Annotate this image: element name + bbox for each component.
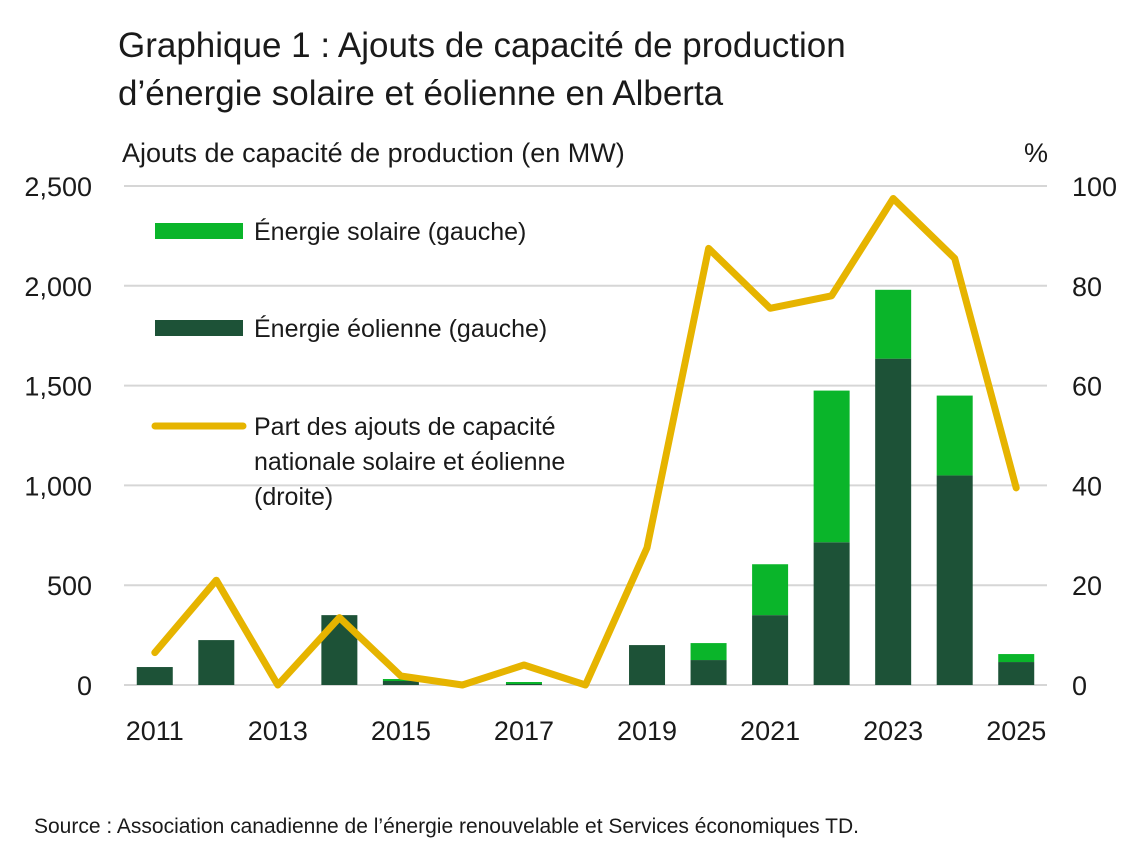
bar-solar bbox=[998, 654, 1035, 663]
bar-solar bbox=[813, 390, 850, 543]
legend-swatch-bar bbox=[155, 320, 243, 336]
legend-label: nationale solaire et éolienne bbox=[254, 448, 565, 476]
left-axis-label: Ajouts de capacité de production (en MW) bbox=[122, 138, 625, 168]
bar-solar bbox=[936, 395, 973, 476]
x-tick-label: 2021 bbox=[740, 716, 800, 746]
legend-label: Énergie solaire (gauche) bbox=[254, 217, 526, 246]
legend-label: Part des ajouts de capacité bbox=[254, 413, 556, 441]
bar-wind bbox=[875, 358, 912, 685]
bar-wind bbox=[136, 667, 173, 685]
bar-wind bbox=[382, 681, 419, 685]
bar-wind bbox=[690, 660, 727, 685]
chart-title-line-1: Graphique 1 : Ajouts de capacité de prod… bbox=[118, 26, 846, 65]
bar-wind bbox=[813, 542, 850, 685]
source-note: Source : Association canadienne de l’éne… bbox=[34, 815, 859, 838]
chart-svg: 0 0 500 20 1,000 40 1,500 60 2,000 80 2,500 100 2011… bbox=[24, 172, 1117, 746]
x-tick-label: 2011 bbox=[126, 716, 184, 746]
x-tick-label: 2015 bbox=[371, 716, 431, 746]
x-tick-label: 2017 bbox=[494, 716, 554, 746]
x-tick-label: 2025 bbox=[986, 716, 1046, 746]
bar-wind bbox=[505, 684, 542, 685]
bar-wind bbox=[998, 662, 1035, 685]
bar-wind bbox=[936, 475, 973, 685]
x-tick-label: 2013 bbox=[248, 716, 308, 746]
bar-wind bbox=[198, 640, 235, 685]
chart-title-line-2: d’énergie solaire et éolienne en Alberta bbox=[118, 74, 724, 113]
y-tick-label-right: 80 bbox=[1072, 272, 1102, 302]
y-tick-label-left: 2,000 bbox=[24, 272, 92, 302]
y-tick-label-right: 60 bbox=[1072, 372, 1102, 402]
y-tick-label-right: 0 bbox=[1072, 671, 1087, 701]
y-tick-label-left: 500 bbox=[47, 571, 92, 601]
y-tick-label-right: 100 bbox=[1072, 172, 1117, 202]
bar-wind bbox=[629, 645, 666, 685]
bar-solar bbox=[752, 564, 789, 616]
legend-label: (droite) bbox=[254, 483, 333, 511]
bar-solar bbox=[875, 289, 912, 359]
y-tick-label-left: 2,500 bbox=[24, 172, 92, 202]
y-tick-label-right: 20 bbox=[1072, 571, 1102, 601]
x-tick-label: 2019 bbox=[617, 716, 677, 746]
y-tick-label-right: 40 bbox=[1072, 471, 1102, 501]
bar-solar bbox=[382, 679, 419, 682]
bar-solar bbox=[505, 682, 542, 685]
legend-label: Énergie éolienne (gauche) bbox=[254, 314, 547, 343]
right-axis-label: % bbox=[1024, 138, 1049, 168]
bar-solar bbox=[690, 643, 727, 661]
y-tick-label-left: 1,500 bbox=[24, 372, 92, 402]
bar-wind bbox=[752, 615, 789, 685]
legend-swatch-bar bbox=[155, 223, 243, 239]
y-tick-label-left: 1,000 bbox=[24, 471, 92, 501]
y-tick-label-left: 0 bbox=[77, 671, 92, 701]
x-tick-label: 2023 bbox=[863, 716, 923, 746]
chart-title: Graphique 1 : Ajouts de capacité de prod… bbox=[118, 22, 1098, 118]
